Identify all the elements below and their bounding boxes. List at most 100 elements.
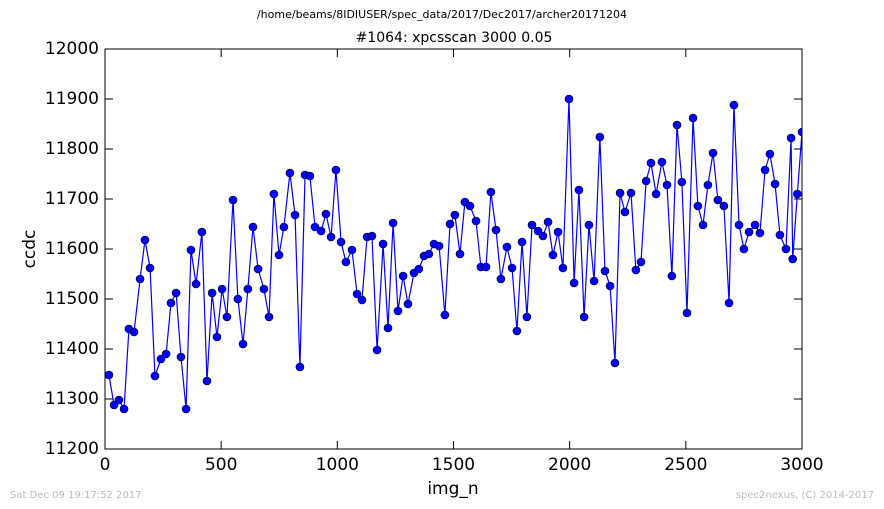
y-tick-label: 11600 [45,239,99,259]
data-point [564,94,574,104]
footer-credit: spec2nexus, (C) 2014-2017 [736,490,874,501]
x-tick-label: 3000 [780,455,823,475]
y-tick-label: 12000 [45,39,99,59]
y-tick-label: 11400 [45,339,99,359]
data-point [310,222,320,232]
data-point [471,216,481,226]
data-point [321,209,331,219]
data-point [305,171,315,181]
data-point [636,257,646,267]
data-point [222,312,232,322]
data-point [781,244,791,254]
data-point [708,148,718,158]
data-point [703,180,713,190]
data-point [626,188,636,198]
data-point [770,179,780,189]
data-point [455,249,465,259]
data-point [285,168,295,178]
data-point [595,132,605,142]
x-axis-label: img_n [427,479,478,499]
y-tick-label: 11800 [45,139,99,159]
data-point [140,235,150,245]
data-point [760,165,770,175]
data-point [605,281,615,291]
data-point [729,100,739,110]
data-point [336,237,346,247]
data-point [558,263,568,273]
data-point [543,217,553,227]
data-point [424,249,434,259]
data-point [651,189,661,199]
data-point [527,220,537,230]
data-point [295,362,305,372]
data-point [114,395,124,405]
plot-area [105,94,802,414]
data-point [507,263,517,273]
data-point [569,278,579,288]
data-point [259,284,269,294]
y-axis-label: ccdc [20,230,40,269]
data-point [600,266,610,276]
data-point [207,288,217,298]
data-point [522,312,532,322]
data-point [243,284,253,294]
data-point [667,271,677,281]
data-point [574,185,584,195]
data-point [202,376,212,386]
data-point [698,220,708,230]
data-point [693,201,703,211]
data-point [589,276,599,286]
data-point [347,245,357,255]
data-point [744,227,754,237]
data-point [372,345,382,355]
x-tick-label: 0 [100,455,111,475]
data-point [584,220,594,230]
data-point [248,222,258,232]
data-point [238,339,248,349]
data-point [181,404,191,414]
data-point [662,180,672,190]
y-tick-label: 11700 [45,189,99,209]
data-point [765,149,775,159]
data-point [734,220,744,230]
data-point [316,226,326,236]
data-point [610,358,620,368]
y-tick-label: 11300 [45,389,99,409]
x-tick-label: 1000 [316,455,359,475]
x-tick-label: 2500 [664,455,707,475]
data-point [548,250,558,260]
data-line [108,98,802,412]
y-tick-label: 11200 [45,439,99,459]
data-point [615,188,625,198]
x-tick-label: 1500 [432,455,475,475]
data-point [512,326,522,336]
data-point [197,227,207,237]
data-point [367,231,377,241]
data-point [631,265,641,275]
data-point [713,195,723,205]
data-point [672,120,682,130]
data-point [491,225,501,235]
data-point [657,157,667,167]
data-point [739,244,749,254]
data-point [620,207,630,217]
data-point [191,279,201,289]
data-point [641,176,651,186]
data-point [486,187,496,197]
y-tick-label: 11500 [45,289,99,309]
data-point [269,189,279,199]
data-point [502,242,512,252]
data-point [119,404,129,414]
data-point [290,210,300,220]
data-point [755,228,765,238]
data-point [274,250,284,260]
data-point [217,284,227,294]
data-point [383,323,393,333]
data-point [465,201,475,211]
x-tick-label: 2000 [548,455,591,475]
data-point [688,113,698,123]
x-tick-label: 500 [205,455,237,475]
data-point [388,218,398,228]
data-point [145,263,155,273]
